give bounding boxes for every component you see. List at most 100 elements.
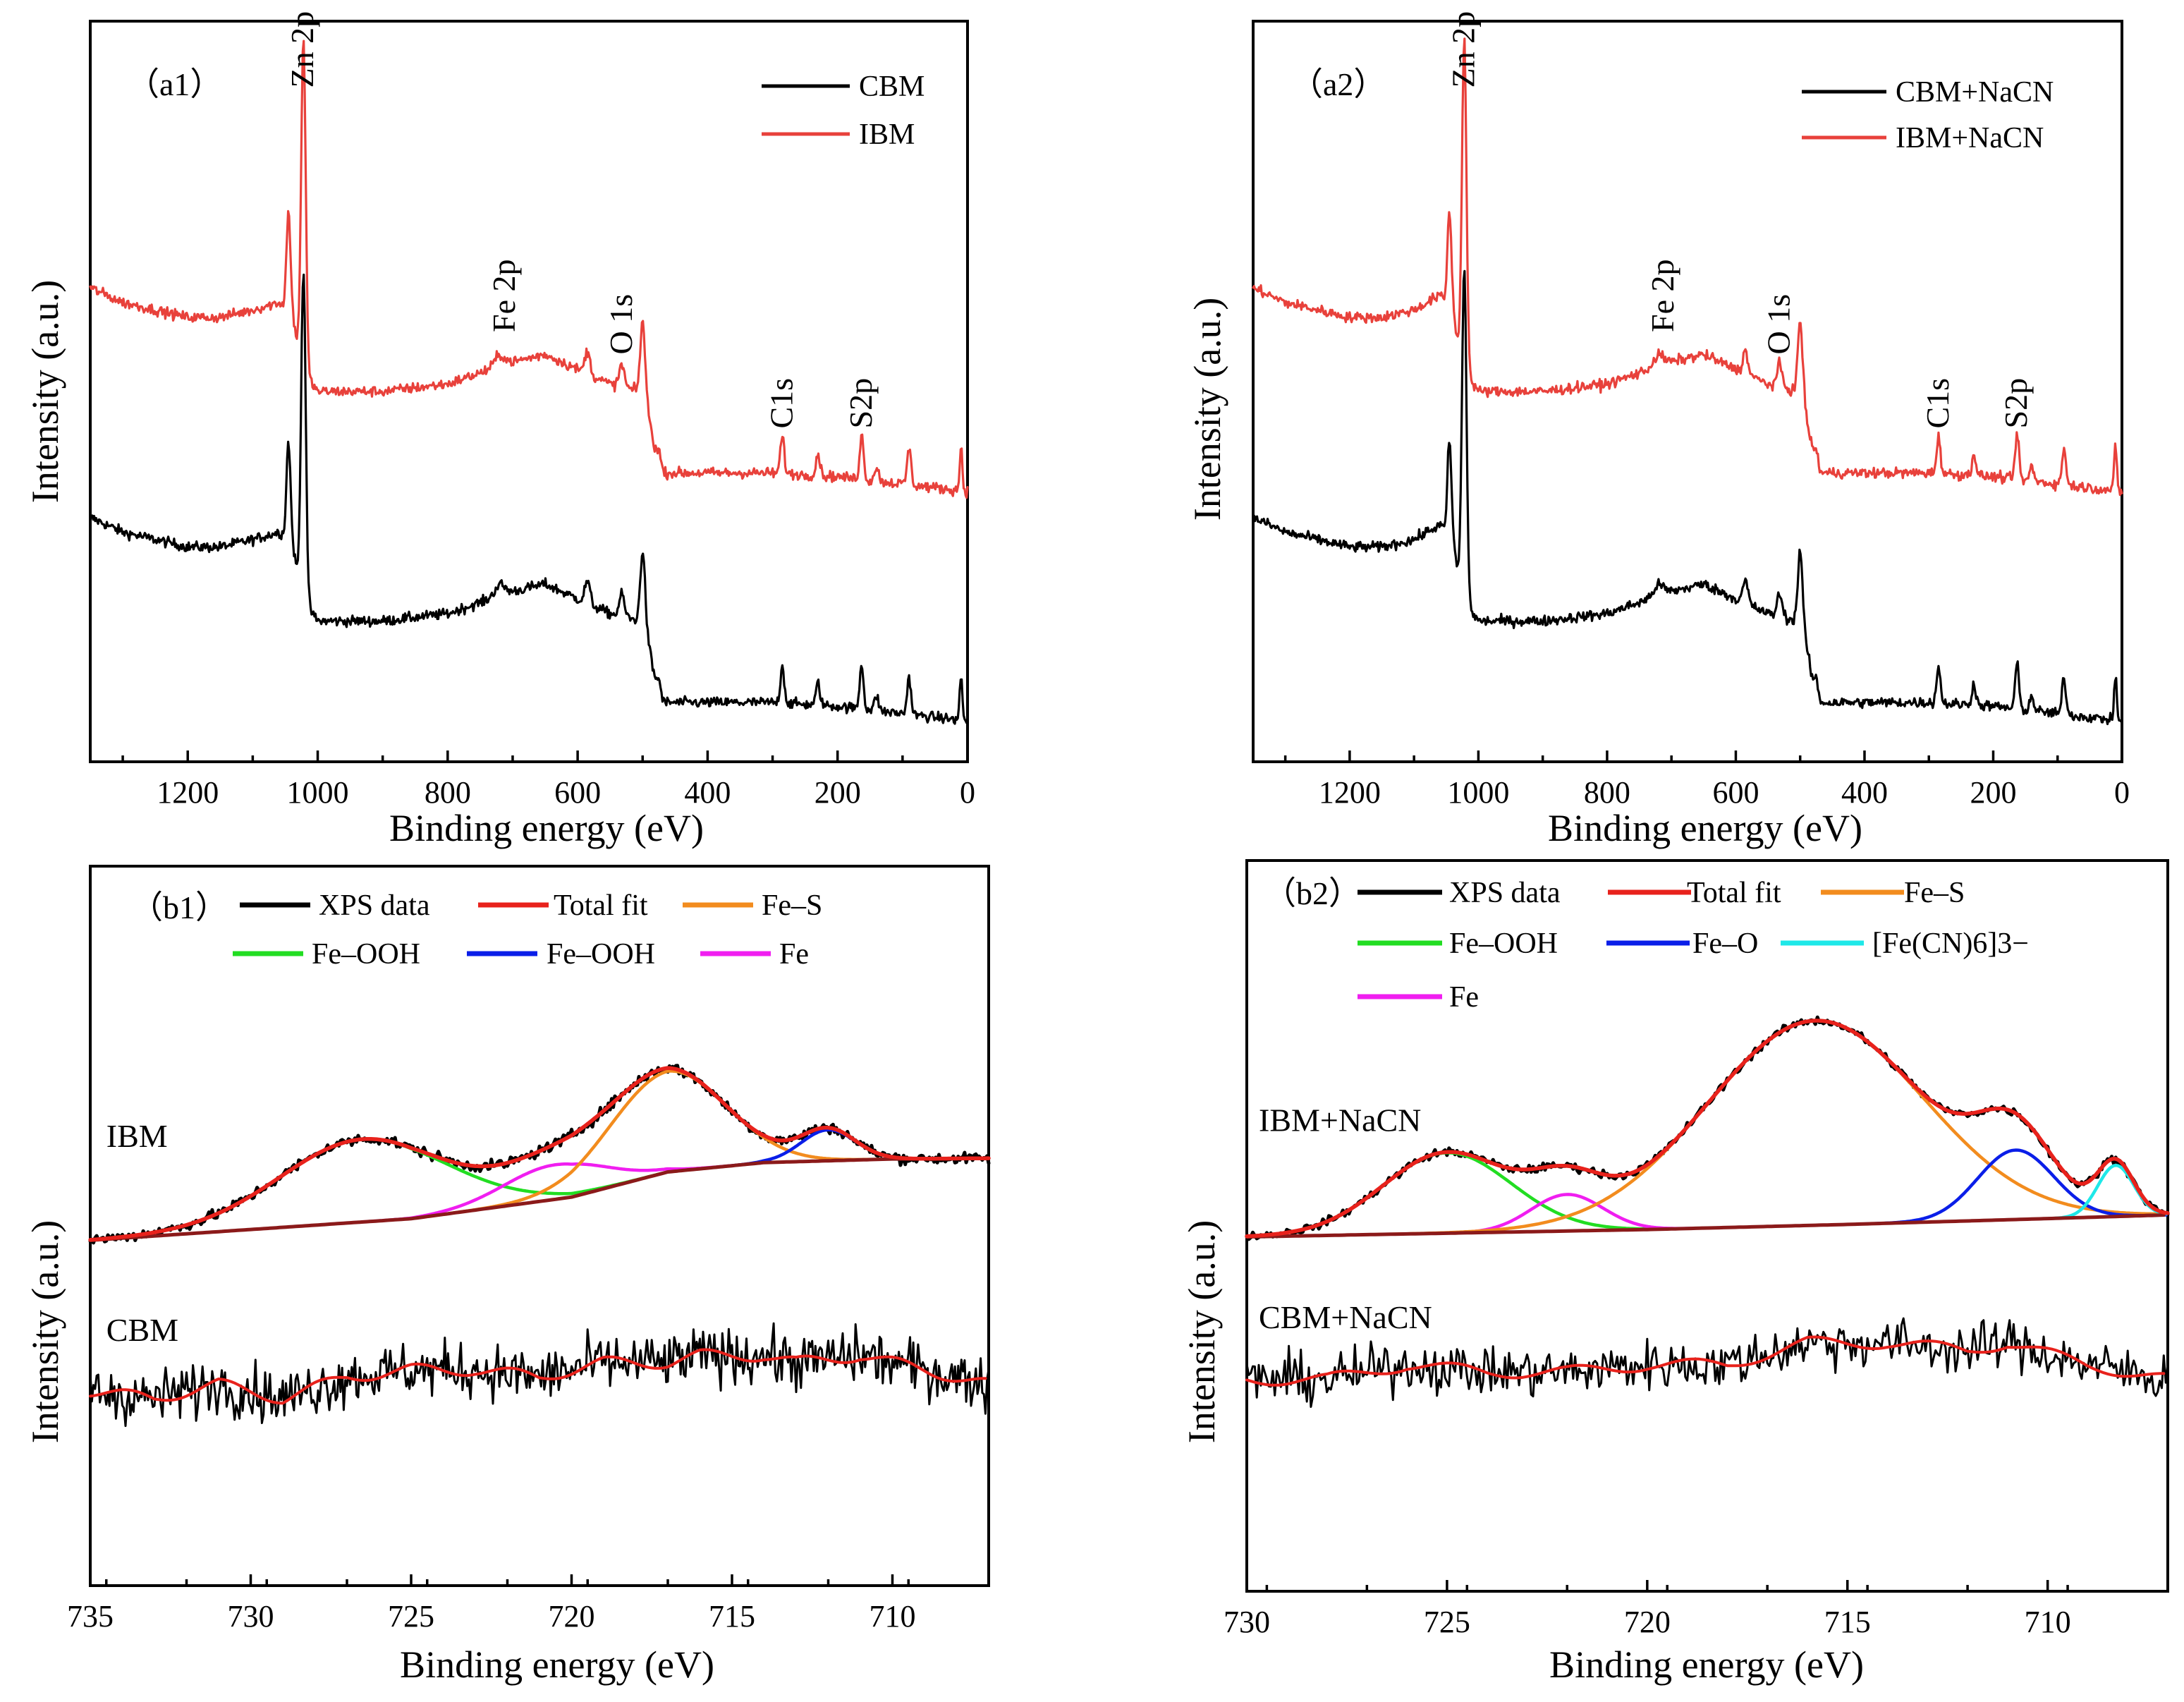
x-tick-label: 1000 [1447, 775, 1509, 810]
x-axis-label: Binding energy (eV) [1548, 807, 1862, 849]
legend: XPS data Total fit Fe–S Fe–OOH Fe–OOH Fe [233, 889, 822, 971]
x-tick-label: 200 [815, 775, 861, 810]
component-fe-s [423, 1069, 912, 1219]
legend-label-cbm-nacn: CBM+NaCN [1896, 76, 2054, 109]
peak-label: O 1s [1761, 294, 1797, 355]
x-tick-label: 1000 [287, 775, 349, 810]
x-tick-label: 0 [960, 775, 975, 810]
sample-label: CBM+NaCN [1259, 1299, 1432, 1335]
peak-label: O 1s [603, 294, 639, 355]
x-tick-label: 600 [1712, 775, 1759, 810]
plot-frame [1252, 20, 2123, 763]
legend-label-fe-ooh-blue: Fe–OOH [547, 938, 655, 971]
peak-label: S2p [843, 378, 879, 429]
x-ticks: 1200 1000 800 600 400 200 0 [1283, 750, 2130, 810]
panel-label: （a2） [1291, 66, 1386, 102]
x-tick-label: 715 [709, 1599, 755, 1634]
x-tick-label: 730 [228, 1599, 274, 1634]
background-line [88, 1156, 987, 1242]
legend-label-ibm: IBM [859, 118, 915, 151]
cbm-fit-line [1245, 1335, 2166, 1387]
sample-label: CBM [106, 1312, 178, 1348]
legend-label-total-fit: Total fit [1687, 877, 1781, 909]
panel-b1: 735 730 725 720 715 710 （b1） IBM CBM XPS data … [24, 865, 991, 1686]
legend-label-xps-data: XPS data [1449, 877, 1561, 909]
x-tick-label: 1200 [157, 775, 219, 810]
panel-a1: 1200 1000 800 600 400 200 0 （a1） Zn 2p Fe 2p O 1… [24, 11, 975, 849]
sample-label: IBM [106, 1118, 168, 1154]
x-axis-label: Binding energy (eV) [400, 1643, 714, 1686]
panel-label: （a1） [127, 66, 222, 102]
x-tick-label: 710 [870, 1599, 916, 1634]
legend-label-cbm: CBM [859, 71, 925, 103]
x-tick-label: 735 [67, 1599, 114, 1634]
plot-frame [89, 865, 990, 1587]
series-layer [88, 1064, 991, 1428]
peak-label: C1s [1920, 378, 1956, 429]
total-fit-line [88, 1066, 991, 1242]
legend-label-fe: Fe [779, 938, 809, 971]
x-tick-label: 720 [1624, 1605, 1671, 1639]
cbm-data-line [89, 1322, 990, 1428]
peak-label: C1s [763, 378, 799, 429]
x-ticks: 735 730 725 720 715 710 [67, 1574, 990, 1634]
series-line-cbm [89, 273, 969, 725]
x-tick-label: 600 [554, 775, 601, 810]
legend: XPS data Total fit Fe–S Fe–OOH Fe–O [Fe(… [1358, 877, 2029, 1014]
x-tick-label: 710 [2025, 1605, 2071, 1639]
legend-label-fe: Fe [1449, 981, 1479, 1014]
legend-label-fe-cn: [Fe(CN)6]3− [1872, 928, 2029, 960]
series-layer [1252, 37, 2123, 726]
peak-label: Zn 2p [284, 11, 320, 88]
series-line-ibm-nacn [1252, 37, 2123, 497]
y-axis-label: Intensity (a.u.) [24, 1220, 66, 1443]
y-axis-label: Intensity (a.u.) [24, 280, 66, 503]
series-line-ibm [89, 39, 969, 499]
x-tick-label: 200 [1970, 775, 2016, 810]
x-tick-label: 725 [1424, 1605, 1470, 1639]
legend-label-xps-data: XPS data [319, 889, 430, 922]
sample-labels: IBM CBM [106, 1118, 178, 1348]
legend-label-fe-s: Fe–S [1904, 877, 1965, 909]
x-tick-label: 0 [2114, 775, 2130, 810]
peak-label: Fe 2p [1645, 260, 1680, 333]
plot-frame [1245, 859, 2169, 1593]
panel-b2: 730 725 720 715 710 （b2） IBM+NaCN CBM+NaCN XP… [1181, 859, 2170, 1686]
x-axis-label: Binding energy (eV) [389, 807, 704, 849]
sample-label: IBM+NaCN [1259, 1102, 1421, 1138]
series-line-cbm-nacn [1252, 269, 2123, 726]
y-axis-label: Intensity (a.u.) [1186, 298, 1228, 521]
panel-label: （b2） [1264, 875, 1361, 911]
legend: CBM IBM [762, 71, 925, 151]
legend-label-fe-o: Fe–O [1692, 928, 1758, 960]
total-fit-line [1245, 1019, 2170, 1239]
x-tick-label: 800 [425, 775, 471, 810]
peak-labels: Zn 2p Fe 2p O 1s C1s S2p [1445, 11, 2034, 429]
legend-label-fe-ooh: Fe–OOH [1449, 928, 1558, 960]
x-tick-label: 725 [388, 1599, 434, 1634]
peak-label: Zn 2p [1445, 11, 1481, 88]
x-tick-label: 715 [1824, 1605, 1871, 1639]
peak-labels: Zn 2p Fe 2p O 1s C1s S2p [284, 11, 879, 429]
x-tick-label: 730 [1224, 1605, 1270, 1639]
x-tick-label: 720 [549, 1599, 595, 1634]
series-layer [1245, 1015, 2170, 1408]
legend-label-fe-ooh-green: Fe–OOH [312, 938, 420, 971]
legend-label-ibm-nacn: IBM+NaCN [1896, 122, 2044, 154]
x-tick-label: 800 [1584, 775, 1630, 810]
legend-label-fe-s: Fe–S [762, 889, 822, 922]
sample-labels: IBM+NaCN CBM+NaCN [1259, 1102, 1432, 1335]
x-tick-label: 400 [1841, 775, 1888, 810]
panel-a2: 1200 1000 800 600 400 200 0 （a2） Zn 2p Fe 2p O 1… [1186, 11, 2130, 849]
x-tick-label: 400 [684, 775, 731, 810]
plot-frame [89, 20, 969, 763]
cbm-fit-line [89, 1348, 987, 1405]
component-fe-s [1360, 1019, 2168, 1236]
background-line [1245, 1213, 2166, 1239]
x-ticks: 730 725 720 715 710 [1224, 1580, 2169, 1639]
panel-label: （b1） [130, 889, 228, 925]
peak-label: Fe 2p [486, 260, 522, 333]
x-axis-label: Binding energy (eV) [1549, 1643, 1864, 1686]
legend: CBM+NaCN IBM+NaCN [1802, 76, 2054, 154]
